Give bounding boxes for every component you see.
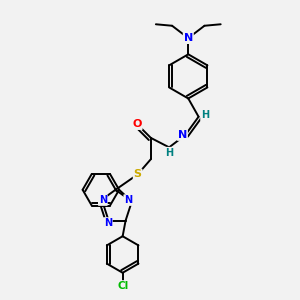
Text: O: O <box>132 119 142 129</box>
Text: N: N <box>99 195 107 205</box>
Text: N: N <box>104 218 112 228</box>
Text: S: S <box>134 169 142 179</box>
Text: N: N <box>178 130 187 140</box>
Text: Cl: Cl <box>117 281 128 291</box>
Text: H: H <box>165 148 173 158</box>
Text: H: H <box>201 110 209 120</box>
Text: N: N <box>184 33 193 43</box>
Text: N: N <box>124 195 132 205</box>
